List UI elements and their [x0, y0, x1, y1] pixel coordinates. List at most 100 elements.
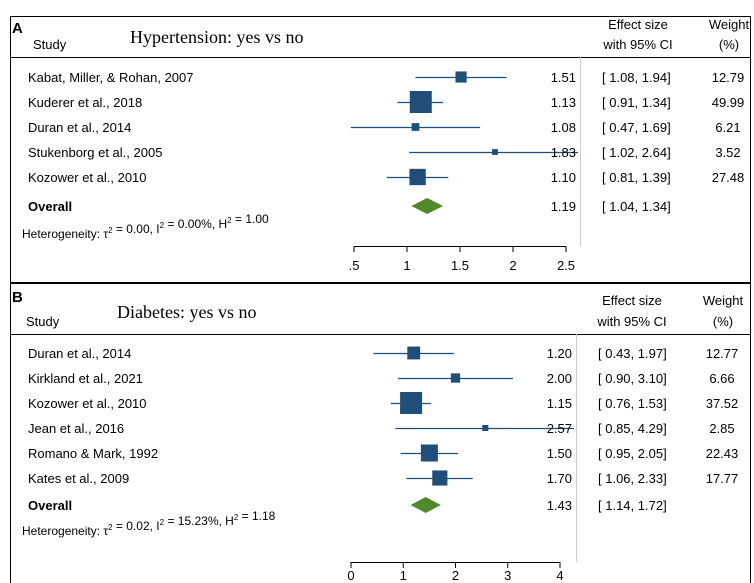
effect-size-marker	[400, 392, 423, 414]
confidence-interval-text: [ 0.47, 1.69]	[602, 120, 671, 135]
weight-header: Weight	[709, 17, 750, 32]
panel-letter: B	[12, 289, 23, 306]
x-axis-tick-label: 0	[347, 568, 354, 583]
study-name: Kabat, Miller, & Rohan, 2007	[28, 70, 194, 85]
weight-unit-header: (%)	[719, 37, 739, 52]
effect-size-value: 1.13	[551, 95, 576, 110]
confidence-interval-text: [ 1.08, 1.94]	[602, 70, 671, 85]
weight-value: 3.52	[715, 145, 740, 160]
effect-size-value: 1.70	[547, 471, 572, 486]
panel-title: Hypertension: yes vs no	[130, 27, 303, 47]
effect-size-marker	[482, 424, 489, 432]
study-row: Jean et al., 2016 2.57 [ 0.85, 4.29] 2.85	[28, 421, 735, 436]
effect-size-value: 1.15	[547, 396, 572, 411]
overall-label: Overall	[28, 498, 72, 513]
x-axis-tick-label: 1	[403, 258, 410, 273]
x-axis: .5 1 1.5 2 2.5	[349, 246, 575, 273]
effect-size-ci-header: with 95% CI	[602, 37, 672, 52]
study-row: Kates et al., 2009 1.70 [ 1.06, 2.33] 17.77	[28, 470, 738, 486]
effect-size-value: 1.08	[551, 120, 576, 135]
confidence-interval-text: [ 0.85, 4.29]	[598, 421, 667, 436]
weight-value: 27.48	[712, 170, 745, 185]
study-name: Duran et al., 2014	[28, 120, 131, 135]
overall-confidence-interval-text: [ 1.14, 1.72]	[598, 498, 667, 513]
study-name: Kates et al., 2009	[28, 471, 129, 486]
effect-size-value: 2.57	[547, 421, 572, 436]
x-axis: 0 1 2 3 4	[347, 562, 564, 583]
overall-diamond	[411, 198, 444, 214]
effect-size-value: 2.00	[547, 371, 572, 386]
x-axis-tick-label: 1.5	[451, 258, 469, 273]
study-row: Stukenborg et al., 2005 1.83 [ 1.02, 2.64]…	[28, 145, 741, 160]
study-name: Jean et al., 2016	[28, 421, 124, 436]
study-name: Romano & Mark, 1992	[28, 446, 158, 461]
weight-value: 6.66	[709, 371, 734, 386]
panel-title: Diabetes: yes vs no	[117, 302, 256, 322]
x-axis-tick-label: 3	[504, 568, 511, 583]
study-row: Kozower et al., 2010 1.15 [ 0.76, 1.53] 37.…	[28, 392, 738, 414]
forest-panel-a: A Hypertension: yes vs no Study Effect size…	[10, 16, 751, 283]
study-name: Stukenborg et al., 2005	[28, 145, 162, 160]
panel-frame	[10, 16, 751, 283]
confidence-interval-text: [ 0.91, 1.34]	[602, 95, 671, 110]
weight-value: 12.77	[706, 346, 739, 361]
confidence-interval-text: [ 0.43, 1.97]	[598, 346, 667, 361]
heterogeneity-text: Heterogeneity: τ2 = 0.02, I2 = 15.23%, H…	[22, 509, 276, 538]
x-axis-tick-label: 2	[452, 568, 459, 583]
forest-panel-b: B Diabetes: yes vs no Study Effect size with…	[10, 283, 751, 583]
effect-size-marker	[492, 149, 498, 155]
weight-value: 37.52	[706, 396, 739, 411]
weight-value: 6.21	[715, 120, 740, 135]
weight-value: 2.85	[709, 421, 734, 436]
study-name: Duran et al., 2014	[28, 346, 131, 361]
effect-size-value: 1.50	[547, 446, 572, 461]
effect-size-marker	[407, 346, 421, 360]
effect-size-marker	[409, 91, 432, 113]
x-axis-tick-label: 2	[509, 258, 516, 273]
study-name: Kuderer et al., 2018	[28, 95, 142, 110]
x-axis-tick-label: 4	[556, 568, 563, 583]
effect-size-ci-header: with 95% CI	[596, 314, 666, 329]
effect-size-marker	[411, 123, 420, 131]
effect-size-value: 1.83	[551, 145, 576, 160]
heterogeneity-text: Heterogeneity: τ2 = 0.00, I2 = 0.00%, H2…	[22, 212, 269, 241]
weight-value: 22.43	[706, 446, 739, 461]
study-row: Duran et al., 2014 1.20 [ 0.43, 1.97] 12.77	[28, 346, 738, 361]
study-row: Kabat, Miller, & Rohan, 2007 1.51 [ 1.08, …	[28, 70, 744, 85]
study-name: Kozower et al., 2010	[28, 170, 147, 185]
confidence-interval-text: [ 1.06, 2.33]	[598, 471, 667, 486]
panel-frame	[10, 283, 751, 583]
overall-effect-size-value: 1.43	[547, 498, 572, 513]
study-row: Duran et al., 2014 1.08 [ 0.47, 1.69] 6.21	[28, 120, 741, 135]
confidence-interval-text: [ 1.02, 2.64]	[602, 145, 671, 160]
study-column-header: Study	[26, 314, 60, 329]
effect-size-marker	[432, 470, 448, 486]
confidence-interval-text: [ 0.90, 3.10]	[598, 371, 667, 386]
confidence-interval-text: [ 0.81, 1.39]	[602, 170, 671, 185]
overall-label: Overall	[28, 199, 72, 214]
effect-size-value: 1.51	[551, 70, 576, 85]
weight-value: 12.79	[712, 70, 745, 85]
weight-unit-header: (%)	[713, 314, 733, 329]
study-row: Kozower et al., 2010 1.10 [ 0.81, 1.39] 27.…	[28, 168, 745, 186]
study-row: Kuderer et al., 2018 1.13 [ 0.91, 1.34] 49.…	[28, 91, 744, 113]
x-axis-tick-label: 1	[400, 568, 407, 583]
overall-row: Overall 1.43 [ 1.14, 1.72]	[28, 497, 667, 513]
overall-diamond	[410, 497, 441, 513]
study-name: Kirkland et al., 2021	[28, 371, 143, 386]
study-row: Romano & Mark, 1992 1.50 [ 0.95, 2.05] 22.4…	[28, 444, 739, 462]
panel-letter: A	[12, 20, 23, 37]
study-column-header: Study	[33, 37, 67, 52]
confidence-interval-text: [ 0.95, 2.05]	[598, 446, 667, 461]
x-axis-tick-label: .5	[349, 258, 360, 273]
effect-size-marker	[420, 444, 438, 462]
weight-value: 17.77	[706, 471, 739, 486]
x-axis-tick-label: 2.5	[557, 258, 575, 273]
effect-size-value: 1.10	[551, 170, 576, 185]
overall-effect-size-value: 1.19	[551, 199, 576, 214]
overall-confidence-interval-text: [ 1.04, 1.34]	[602, 199, 671, 214]
study-name: Kozower et al., 2010	[28, 396, 147, 411]
effect-size-marker	[409, 168, 426, 186]
effect-size-header: Effect size	[602, 293, 662, 308]
effect-size-marker	[450, 373, 461, 383]
